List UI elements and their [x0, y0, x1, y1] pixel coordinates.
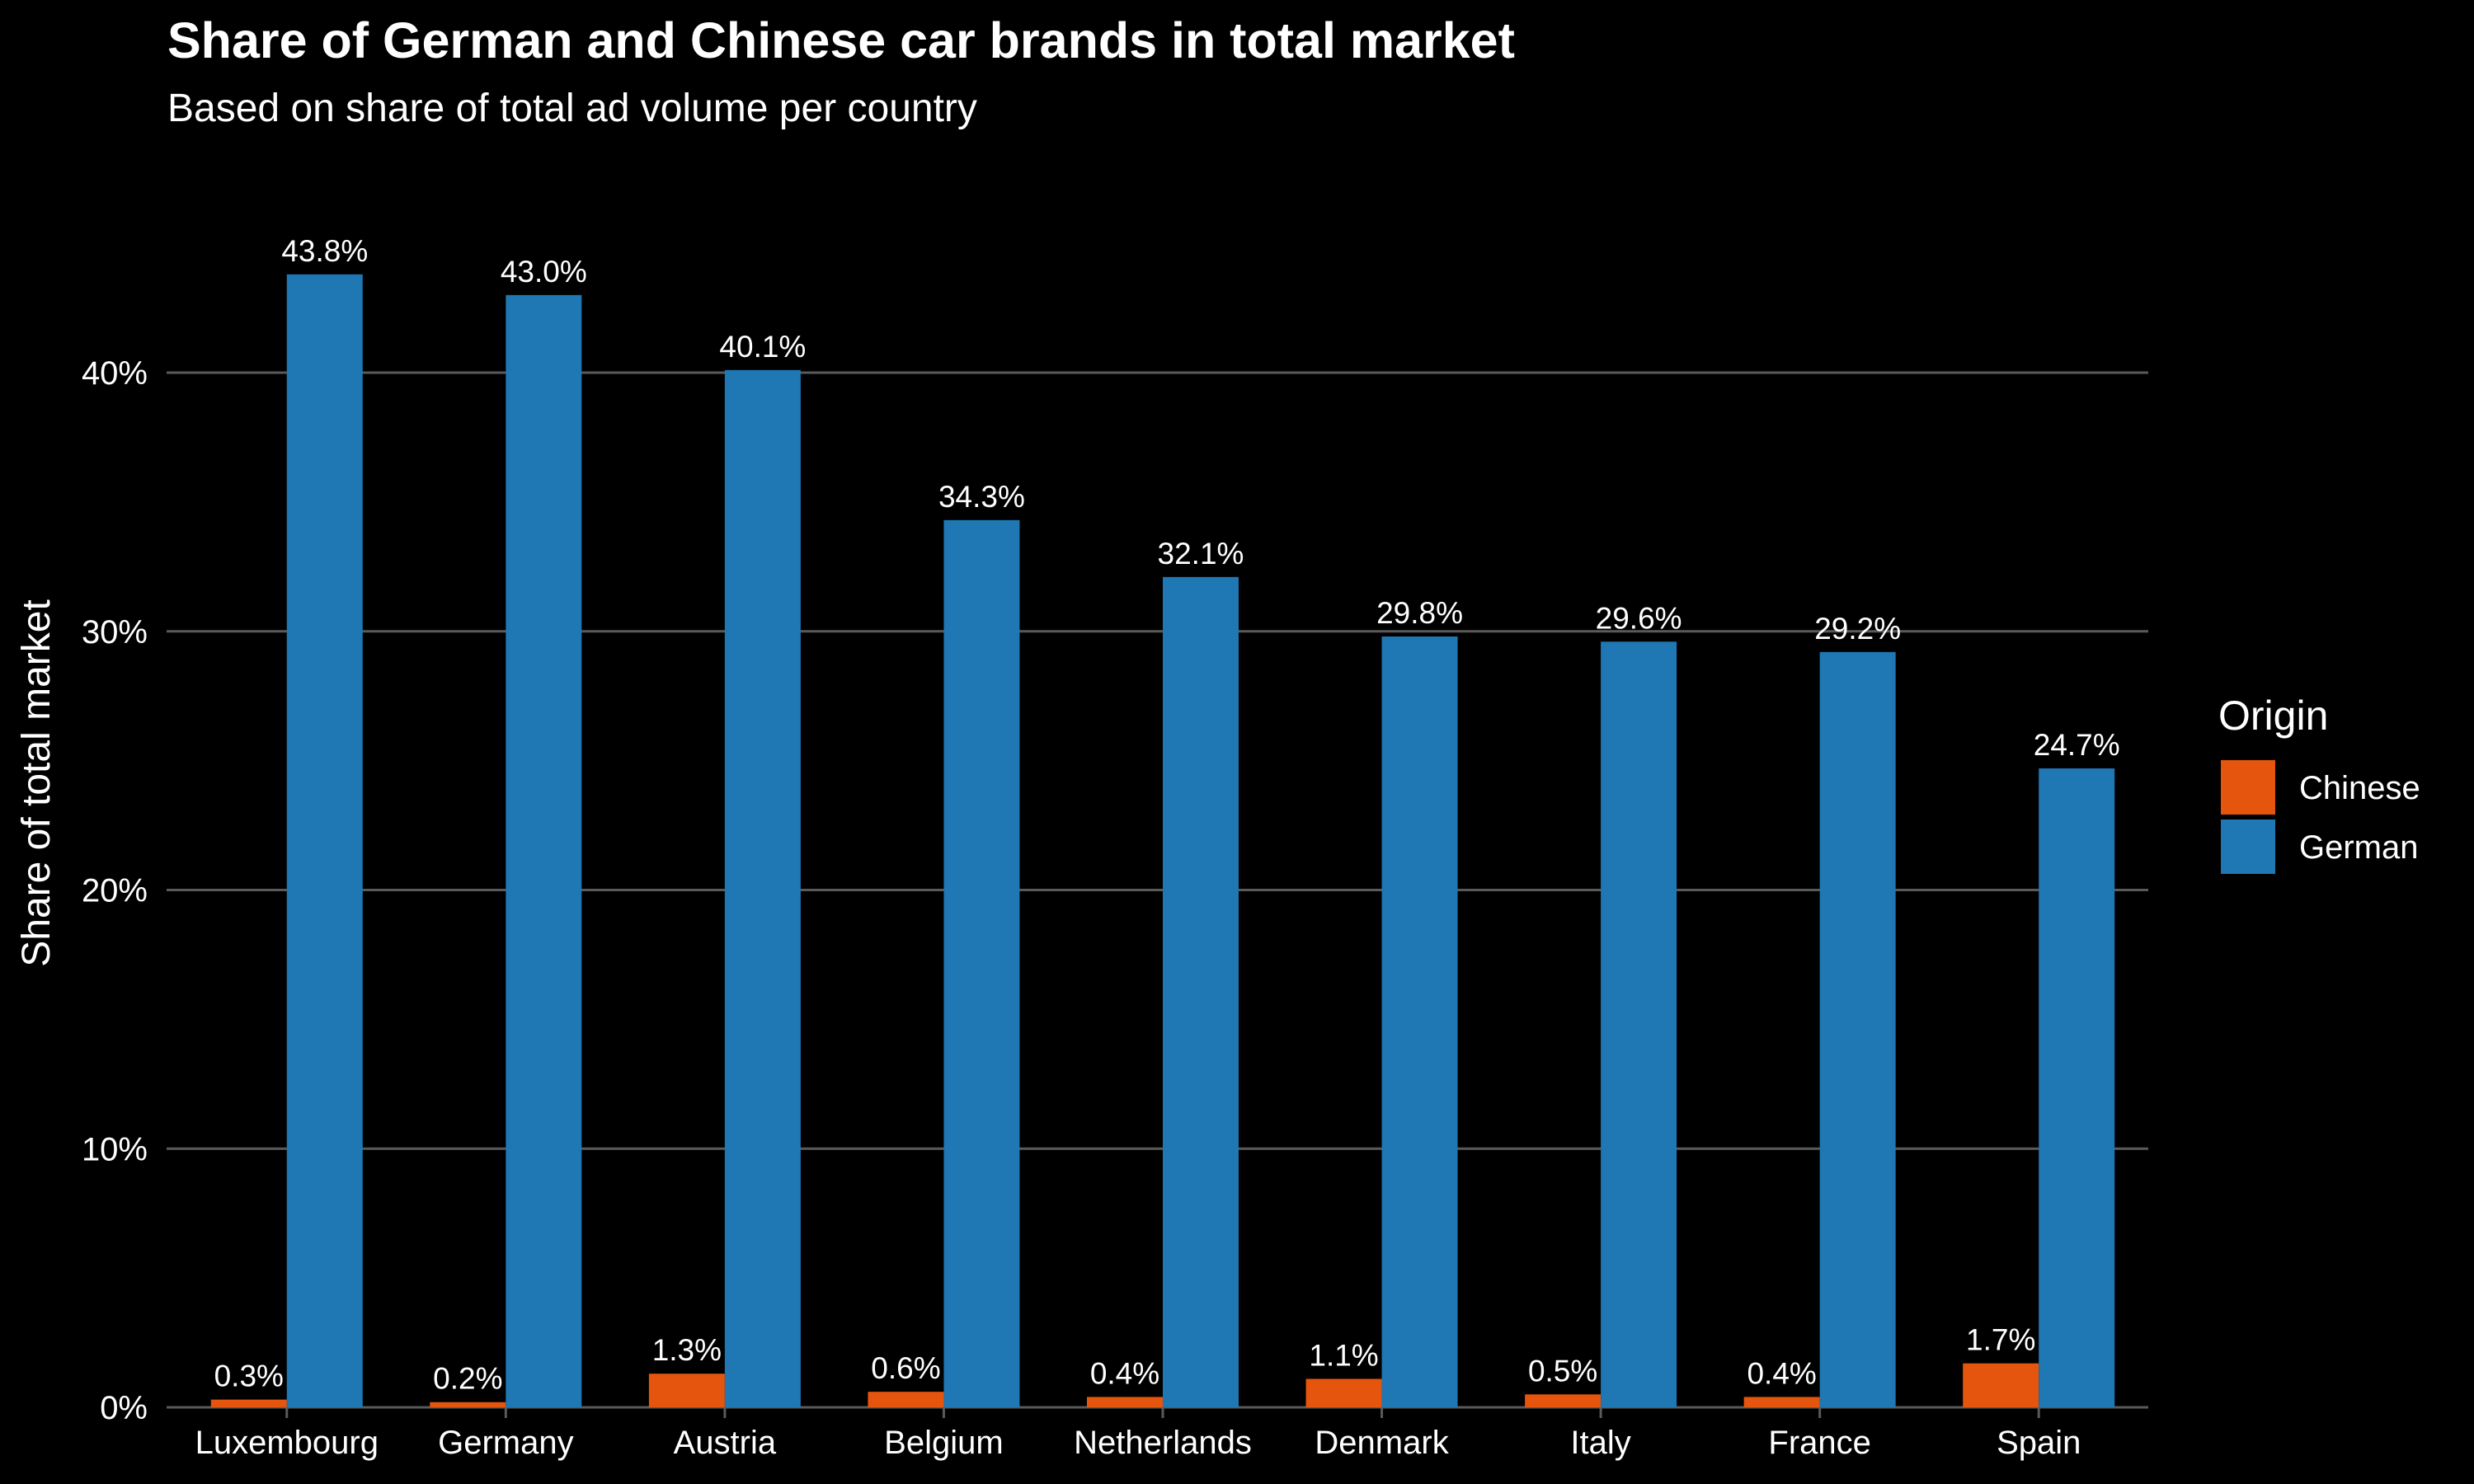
x-tick-label: Luxembourg — [195, 1425, 379, 1461]
value-label: 29.2% — [1814, 612, 1901, 646]
bar-german-germany — [506, 294, 582, 1407]
legend-swatch-german — [2221, 819, 2275, 874]
y-tick-label: 20% — [82, 873, 148, 909]
y-tick-label: 30% — [82, 614, 148, 650]
value-label: 0.2% — [433, 1362, 502, 1396]
x-tick-label: Austria — [674, 1425, 777, 1461]
legend-swatch-chinese — [2221, 760, 2275, 815]
value-label: 34.3% — [938, 480, 1025, 514]
y-axis-title: Share of total market — [15, 599, 59, 967]
bar-german-italy — [1601, 641, 1677, 1407]
value-label: 43.8% — [281, 234, 368, 268]
value-label: 0.4% — [1747, 1356, 1816, 1390]
x-tick-label: Italy — [1570, 1425, 1630, 1461]
value-label: 0.5% — [1528, 1354, 1597, 1388]
value-label: 1.7% — [1966, 1323, 2035, 1357]
bar-german-netherlands — [1163, 576, 1239, 1407]
bar-chinese-netherlands — [1087, 1397, 1163, 1407]
x-tick-label: Spain — [1997, 1425, 2081, 1461]
x-tick-label: France — [1768, 1425, 1871, 1461]
legend-title: Origin — [2218, 693, 2328, 739]
value-label: 29.6% — [1596, 601, 1682, 635]
x-tick-label: Germany — [438, 1425, 574, 1461]
x-tick-label: Denmark — [1315, 1425, 1449, 1461]
bar-chinese-italy — [1525, 1394, 1602, 1407]
y-tick-label: 0% — [100, 1390, 148, 1426]
value-label: 0.4% — [1090, 1356, 1159, 1390]
bar-german-france — [1819, 651, 1896, 1407]
bars — [210, 274, 2115, 1407]
bar-chinese-denmark — [1305, 1378, 1382, 1407]
x-tick-label: Netherlands — [1074, 1425, 1252, 1461]
bar-chinese-france — [1743, 1397, 1820, 1407]
legend-label-german: German — [2299, 829, 2419, 866]
bar-chinese-austria — [648, 1374, 725, 1407]
y-tick-label: 40% — [82, 355, 148, 392]
y-tick-label: 10% — [82, 1131, 148, 1167]
legend: Origin Chinese German — [2218, 693, 2420, 874]
value-label: 32.1% — [1158, 537, 1244, 571]
value-label: 0.3% — [214, 1360, 284, 1393]
chart-subtitle: Based on share of total ad volume per co… — [167, 87, 977, 130]
legend-label-chinese: Chinese — [2299, 770, 2420, 806]
value-label: 24.7% — [2034, 728, 2120, 762]
x-axis-ticks: Luxembourg Germany Austria Belgium Netherlan… — [195, 1407, 2081, 1461]
bar-chinese-luxembourg — [210, 1399, 287, 1407]
value-labels: 0.3% 43.8% 0.2% 43.0% 1.3% 40.1% 0.6% 34.3% 0.4%… — [214, 234, 2120, 1396]
x-tick-label: Belgium — [884, 1425, 1004, 1461]
y-axis-ticks: 0% 10% 20% 30% 40% — [82, 355, 177, 1426]
bar-german-spain — [2039, 768, 2115, 1407]
bar-chinese-spain — [1963, 1363, 2039, 1407]
chart-title: Share of German and Chinese car brands i… — [167, 12, 1515, 68]
bar-chinese-germany — [430, 1402, 506, 1407]
value-label: 1.3% — [652, 1333, 722, 1367]
bar-german-luxembourg — [286, 274, 363, 1407]
bar-german-belgium — [943, 519, 1020, 1407]
value-label: 1.1% — [1309, 1338, 1378, 1372]
bar-german-denmark — [1381, 636, 1458, 1407]
value-label: 29.8% — [1376, 596, 1463, 630]
value-label: 43.0% — [501, 255, 587, 289]
value-label: 40.1% — [719, 330, 806, 364]
bar-chinese-belgium — [868, 1392, 944, 1407]
bar-german-austria — [724, 369, 801, 1407]
value-label: 0.6% — [871, 1351, 940, 1385]
legend-items: Chinese German — [2221, 760, 2420, 874]
